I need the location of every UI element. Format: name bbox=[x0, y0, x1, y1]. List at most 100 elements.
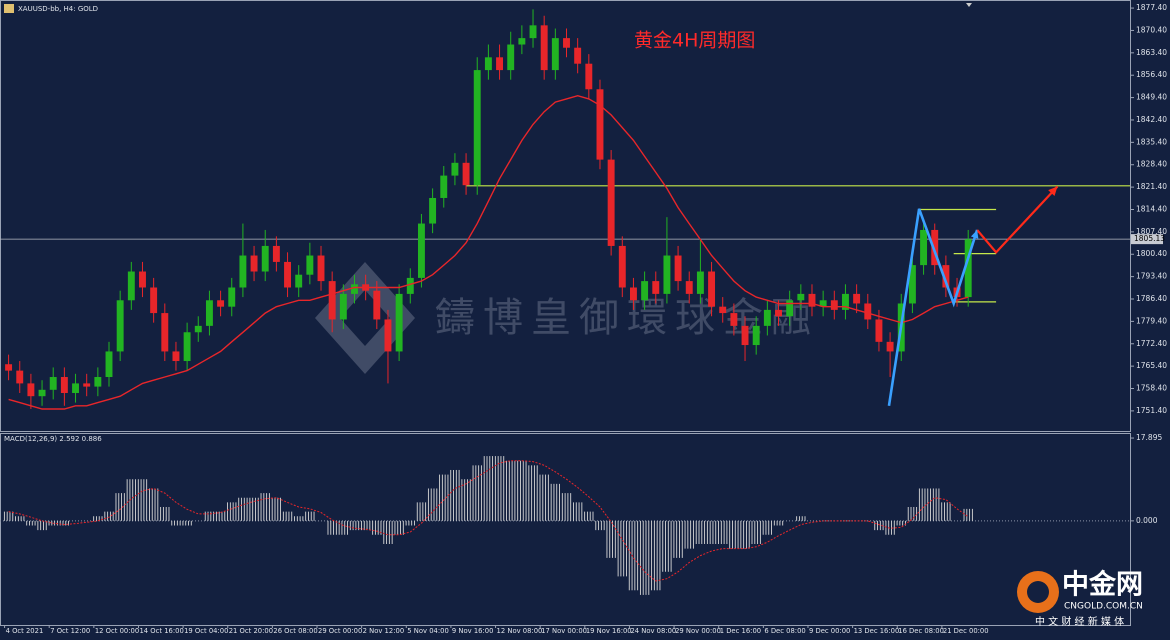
candle-body bbox=[228, 287, 236, 307]
macd-bar bbox=[48, 520, 58, 526]
macd-bar bbox=[930, 488, 940, 521]
candle-body bbox=[741, 325, 749, 346]
current-price-label: 1805.13 bbox=[1134, 234, 1165, 243]
macd-bar bbox=[260, 493, 270, 521]
candle-body bbox=[317, 255, 325, 282]
macd-bar bbox=[439, 474, 449, 521]
candle-body bbox=[819, 300, 827, 307]
candle-body bbox=[842, 293, 849, 310]
candle-body bbox=[60, 377, 68, 393]
candle-body bbox=[853, 293, 861, 304]
x-tick-label: 13 Dec 16:00 bbox=[854, 627, 900, 635]
macd-bar bbox=[651, 520, 661, 591]
candle-body bbox=[250, 255, 258, 272]
candle-body bbox=[172, 351, 180, 362]
candle-body bbox=[719, 306, 727, 314]
y-tick-label: 17.895 bbox=[1136, 433, 1162, 442]
main-panel-frame bbox=[0, 0, 1131, 432]
x-tick-label: 29 Nov 00:00 bbox=[675, 627, 721, 635]
candle-body bbox=[641, 281, 649, 301]
macd-bar bbox=[718, 520, 728, 545]
candle-body bbox=[5, 364, 13, 371]
y-tick-label: 1772.40 bbox=[1136, 339, 1167, 348]
y-tick-label: 1793.40 bbox=[1136, 272, 1167, 281]
candle-body bbox=[105, 351, 113, 378]
candle-body bbox=[908, 265, 916, 304]
macd-bar bbox=[573, 502, 583, 521]
candle-body bbox=[964, 239, 972, 298]
macd-bar bbox=[963, 508, 973, 521]
current-price-box bbox=[1131, 234, 1163, 245]
macd-bar bbox=[561, 493, 572, 521]
arrow-annotation bbox=[976, 185, 1059, 254]
candle-body bbox=[931, 229, 939, 266]
macd-bar bbox=[506, 460, 516, 521]
macd-bar bbox=[171, 520, 181, 526]
candle-body bbox=[127, 271, 135, 301]
macd-bar bbox=[327, 520, 337, 535]
candle-body bbox=[306, 255, 314, 275]
macd-bar bbox=[729, 520, 739, 549]
y-tick-label: 1807.40 bbox=[1136, 227, 1167, 236]
macd-bar bbox=[662, 520, 672, 572]
y-tick-label: 1765.40 bbox=[1136, 361, 1167, 370]
candle-body bbox=[607, 159, 615, 246]
candle-body bbox=[563, 38, 570, 48]
candle-body bbox=[763, 309, 771, 326]
candle-body bbox=[217, 300, 225, 307]
logo-slogan: 中 文 财 经 新 媒 体 bbox=[1035, 615, 1124, 628]
macd-bar bbox=[305, 511, 315, 521]
y-tick-label: 1835.40 bbox=[1136, 137, 1167, 146]
x-tick-label: 24 Nov 08:00 bbox=[630, 627, 676, 635]
candle-body bbox=[183, 332, 191, 362]
logo: 中金网 CNGOLD.COM.CN 中 文 财 经 新 媒 体 bbox=[1017, 569, 1143, 628]
macd-bar bbox=[606, 520, 616, 558]
macd-bar bbox=[282, 511, 293, 521]
candle-body bbox=[38, 389, 46, 397]
x-tick-label: 12 Nov 08:00 bbox=[497, 627, 543, 635]
macd-bar bbox=[584, 511, 594, 521]
macd-bar bbox=[294, 516, 304, 521]
x-tick-label: 6 Dec 08:00 bbox=[764, 627, 805, 635]
y-tick-label: 1870.40 bbox=[1136, 25, 1167, 34]
candle-body bbox=[797, 293, 805, 301]
candle-body bbox=[139, 271, 146, 288]
candle-body bbox=[239, 255, 247, 288]
x-tick-label: 26 Oct 08:00 bbox=[273, 627, 317, 635]
y-tick-label: 1821.40 bbox=[1136, 182, 1167, 191]
shift-marker bbox=[966, 3, 972, 7]
candle-body bbox=[328, 281, 336, 320]
zigzag-arrow-head bbox=[970, 229, 979, 239]
candle-body bbox=[808, 293, 816, 307]
candle-body bbox=[875, 319, 883, 342]
macd-bar bbox=[104, 511, 114, 521]
y-tick-label: 1856.40 bbox=[1136, 70, 1167, 79]
macd-bar bbox=[762, 520, 772, 535]
candle-body bbox=[752, 325, 760, 346]
candle-body bbox=[16, 370, 24, 384]
candle-body bbox=[730, 313, 738, 326]
candle-body bbox=[429, 197, 437, 224]
candle-body bbox=[351, 284, 358, 294]
y-tick-label: 1877.40 bbox=[1136, 3, 1167, 12]
macd-bar bbox=[182, 520, 192, 526]
macd-bar bbox=[416, 502, 427, 521]
macd-bar bbox=[751, 520, 761, 545]
candle-body bbox=[696, 271, 704, 294]
x-tick-label: 21 Dec 00:00 bbox=[943, 627, 989, 635]
macd-bar bbox=[796, 516, 806, 521]
candle-body bbox=[440, 175, 448, 198]
macd-bar bbox=[684, 520, 694, 549]
chart-title: 黄金4H周期图 bbox=[634, 30, 755, 52]
candle-body bbox=[529, 25, 537, 39]
candle-body bbox=[942, 265, 950, 288]
macd-panel-frame bbox=[0, 433, 1131, 626]
macd-bar bbox=[874, 520, 884, 531]
candle-body bbox=[540, 25, 548, 71]
candle-body bbox=[295, 274, 303, 288]
macd-bar bbox=[149, 488, 159, 521]
macd-bar bbox=[517, 460, 527, 521]
